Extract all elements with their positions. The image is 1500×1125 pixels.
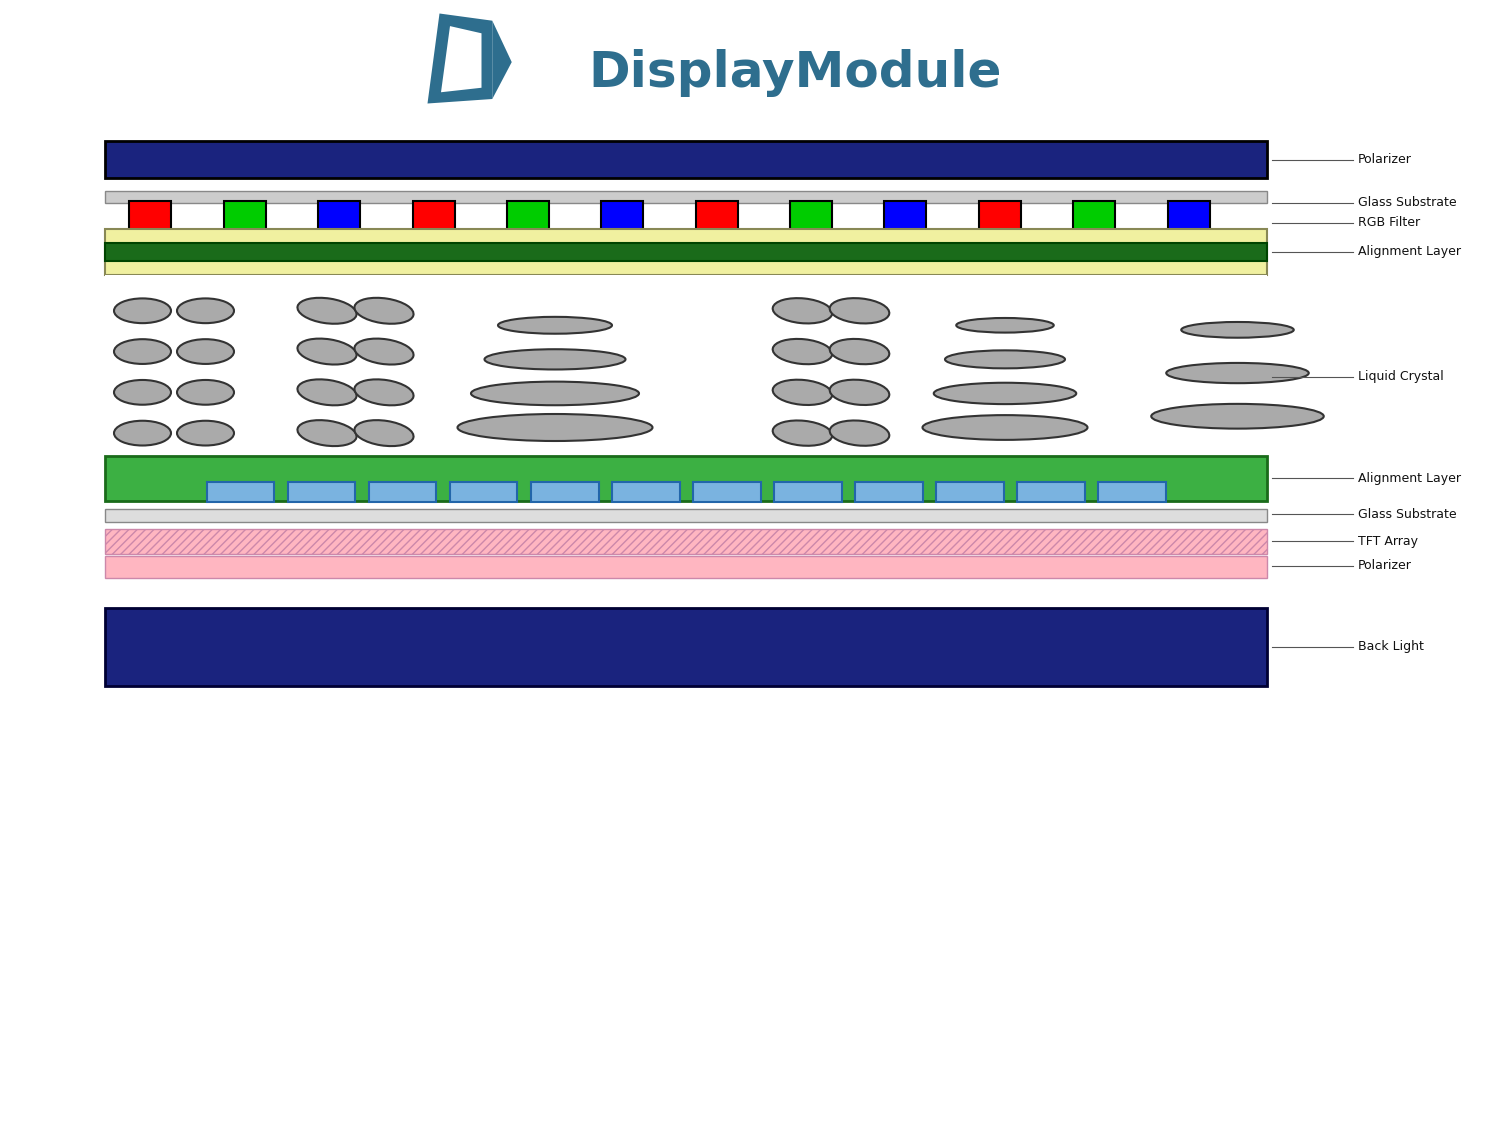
Bar <box>531 482 598 502</box>
Ellipse shape <box>354 379 414 405</box>
Bar <box>1072 201 1114 230</box>
Ellipse shape <box>830 339 890 364</box>
Ellipse shape <box>114 298 171 323</box>
Bar <box>936 482 1004 502</box>
Ellipse shape <box>354 339 414 364</box>
Ellipse shape <box>177 340 234 364</box>
Ellipse shape <box>177 421 234 446</box>
Text: Back Light: Back Light <box>1358 640 1424 654</box>
Ellipse shape <box>498 317 612 334</box>
Bar <box>774 482 842 502</box>
Polygon shape <box>427 14 492 104</box>
Bar <box>105 141 1267 178</box>
Ellipse shape <box>772 421 832 446</box>
Bar <box>105 556 1267 578</box>
Bar <box>105 243 1267 261</box>
Bar <box>105 529 1267 554</box>
Bar <box>450 482 518 502</box>
Bar <box>1098 482 1166 502</box>
Bar <box>980 201 1022 230</box>
Text: Alignment Layer: Alignment Layer <box>1358 245 1461 259</box>
Text: DisplayModule: DisplayModule <box>588 50 1002 97</box>
Ellipse shape <box>1152 404 1323 429</box>
Polygon shape <box>441 26 482 92</box>
Bar <box>105 456 1267 501</box>
Ellipse shape <box>458 414 652 441</box>
Ellipse shape <box>945 350 1065 368</box>
Bar <box>1017 482 1084 502</box>
Bar <box>1167 201 1209 230</box>
Bar <box>790 201 832 230</box>
Ellipse shape <box>957 318 1053 333</box>
Bar <box>602 201 644 230</box>
Ellipse shape <box>1182 322 1293 338</box>
Bar <box>855 482 922 502</box>
Bar <box>507 201 549 230</box>
Bar <box>105 508 1267 522</box>
Text: Glass Substrate: Glass Substrate <box>1358 507 1456 521</box>
Ellipse shape <box>177 380 234 405</box>
Bar <box>288 482 356 502</box>
Ellipse shape <box>177 298 234 323</box>
Ellipse shape <box>114 340 171 364</box>
Bar <box>105 274 1267 461</box>
Bar <box>885 201 927 230</box>
Ellipse shape <box>114 380 171 405</box>
Ellipse shape <box>297 379 357 405</box>
Text: Polarizer: Polarizer <box>1358 559 1411 573</box>
Bar <box>207 482 274 502</box>
Bar <box>105 229 1267 274</box>
Text: Polarizer: Polarizer <box>1358 153 1411 166</box>
Ellipse shape <box>297 339 357 364</box>
Text: Glass Substrate: Glass Substrate <box>1358 196 1456 209</box>
Text: RGB Filter: RGB Filter <box>1358 216 1419 229</box>
Ellipse shape <box>484 349 626 369</box>
Bar <box>413 201 454 230</box>
Ellipse shape <box>922 415 1088 440</box>
Ellipse shape <box>772 339 832 364</box>
Text: TFT Array: TFT Array <box>1358 534 1418 548</box>
Polygon shape <box>492 20 512 99</box>
Ellipse shape <box>114 421 171 446</box>
Bar <box>105 191 1267 202</box>
Bar <box>696 201 738 230</box>
Ellipse shape <box>354 420 414 447</box>
Bar <box>318 201 360 230</box>
Bar <box>224 201 266 230</box>
Ellipse shape <box>830 380 890 405</box>
Ellipse shape <box>1167 363 1308 384</box>
Text: Alignment Layer: Alignment Layer <box>1358 471 1461 485</box>
Bar <box>105 608 1267 686</box>
Ellipse shape <box>297 298 357 324</box>
Ellipse shape <box>830 298 890 323</box>
Text: Liquid Crystal: Liquid Crystal <box>1358 370 1443 384</box>
Bar <box>612 482 680 502</box>
Ellipse shape <box>297 420 357 447</box>
Bar <box>129 201 171 230</box>
Bar <box>369 482 436 502</box>
Ellipse shape <box>830 421 890 446</box>
Bar <box>693 482 760 502</box>
Ellipse shape <box>471 381 639 405</box>
Ellipse shape <box>772 380 832 405</box>
Ellipse shape <box>933 382 1077 404</box>
Ellipse shape <box>354 298 414 324</box>
Ellipse shape <box>772 298 832 323</box>
